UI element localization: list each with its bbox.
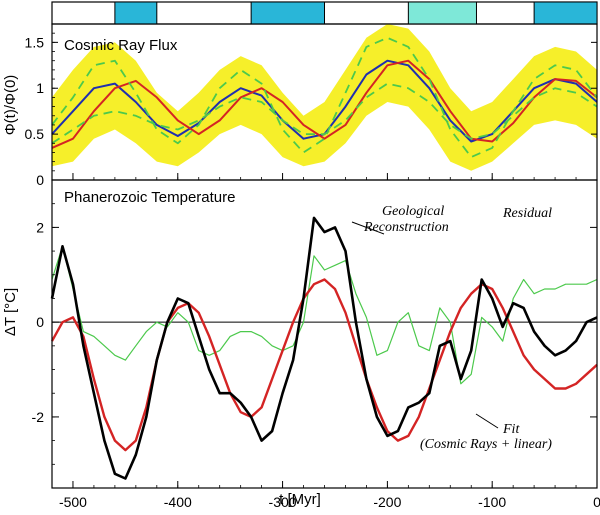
phanerozoic-temperature-panel: Phanerozoic Temperature -2 0 2 -500 -400 -30…	[2, 179, 600, 510]
x-tick-label: -100	[478, 494, 506, 510]
annotation-reconstruction: Reconstruction	[363, 220, 449, 235]
x-tick-label: -200	[373, 494, 401, 510]
flux-dashed-line-3	[51, 82, 598, 145]
flux-dashed-line-2	[51, 36, 598, 158]
x-tick-label: 0	[593, 494, 600, 510]
timeline-block-0	[114, 1, 158, 25]
top-y-axis-title: Φ(t)/Φ(0)	[2, 75, 19, 136]
x-tick-label: -500	[59, 494, 87, 510]
bottom-y-tick-label: -2	[32, 409, 45, 425]
annotation-fit-pointer	[475, 413, 499, 429]
annotation-fit-description: (Cosmic Rays + linear)	[420, 437, 552, 452]
bottom-y-tick-labels: -2 0 2	[32, 219, 45, 425]
flux-red-line	[51, 59, 598, 149]
phanerozoic-temperature-plot-area	[50, 179, 598, 489]
residual-line	[51, 245, 598, 385]
annotation-geological: Geological	[382, 204, 444, 219]
timeline-block-2	[407, 1, 477, 25]
x-tick-labels: -500 -400 -300 -200 -100 0	[59, 494, 600, 510]
cosmic-ray-flux-panel: Cosmic Ray Flux 0 0.5 1 1.5 Φ(t)/Φ(0)	[2, 23, 598, 188]
cosmic-ray-flux-plot-area	[51, 23, 598, 181]
cosmic-ray-flux-title: Cosmic Ray Flux	[64, 37, 178, 54]
top-y-tick-label: 1.5	[25, 34, 45, 50]
annotation-fit: Fit	[502, 422, 520, 437]
annotation-geological-pointer	[351, 221, 385, 235]
x-tick-label: -400	[164, 494, 192, 510]
x-axis-title: t [Myr]	[279, 491, 321, 508]
timeline-block-3	[533, 1, 598, 25]
top-y-tick-label: 0	[36, 172, 44, 188]
top-y-tick-labels: 0 0.5 1 1.5	[25, 34, 45, 188]
phanerozoic-temperature-title: Phanerozoic Temperature	[64, 189, 236, 206]
timeline-block-1	[250, 1, 325, 25]
top-y-tick-label: 0.5	[25, 126, 45, 142]
geological-timeline-strip	[51, 1, 598, 25]
top-y-tick-label: 1	[36, 80, 44, 96]
bottom-y-tick-label: 0	[36, 314, 44, 330]
bottom-y-axis-title: ΔT [°C]	[2, 288, 19, 336]
annotation-residual: Residual	[502, 206, 552, 221]
bottom-y-tick-label: 2	[36, 219, 44, 235]
geological-reconstruction-line	[50, 216, 598, 480]
x-tick-label: -300	[269, 494, 297, 510]
